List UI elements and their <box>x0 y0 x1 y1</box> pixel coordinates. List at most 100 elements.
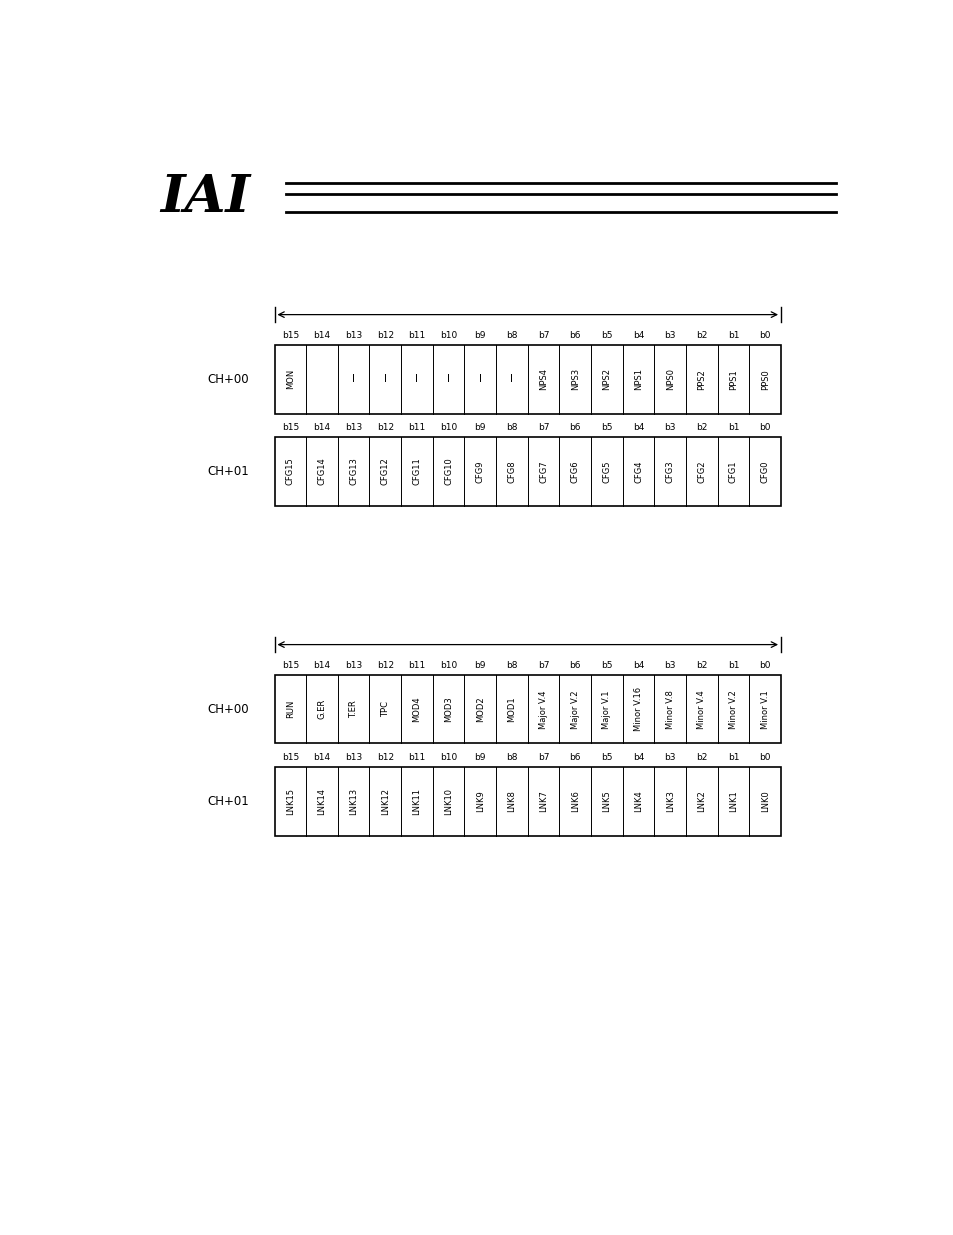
Text: b15: b15 <box>281 661 298 671</box>
Text: LNK7: LNK7 <box>538 790 547 813</box>
Text: LNK12: LNK12 <box>380 788 390 815</box>
Text: CFG11: CFG11 <box>412 458 421 485</box>
Text: MOD2: MOD2 <box>476 697 484 722</box>
Text: Major V.2: Major V.2 <box>570 690 579 729</box>
Text: CFG6: CFG6 <box>570 461 579 483</box>
Text: b9: b9 <box>474 661 485 671</box>
Text: G.ER: G.ER <box>317 699 326 719</box>
Text: I: I <box>510 374 513 384</box>
Text: PPS2: PPS2 <box>697 369 705 390</box>
Text: b14: b14 <box>314 661 330 671</box>
Text: b14: b14 <box>314 331 330 340</box>
Text: I: I <box>383 374 386 384</box>
Text: b2: b2 <box>696 753 707 762</box>
Text: CFG4: CFG4 <box>634 461 642 483</box>
Text: NPS3: NPS3 <box>570 368 579 390</box>
Text: b13: b13 <box>345 331 362 340</box>
Text: CFG1: CFG1 <box>728 461 738 483</box>
Text: b3: b3 <box>663 661 676 671</box>
Text: LNK3: LNK3 <box>665 790 674 813</box>
Text: Minor V.8: Minor V.8 <box>665 690 674 729</box>
Text: b6: b6 <box>569 331 580 340</box>
Text: CFG13: CFG13 <box>349 458 357 485</box>
Text: LNK4: LNK4 <box>634 790 642 813</box>
Text: CFG14: CFG14 <box>317 458 326 485</box>
Text: CFG0: CFG0 <box>760 461 769 483</box>
Text: b10: b10 <box>439 331 456 340</box>
Text: RUN: RUN <box>286 700 294 719</box>
Text: b6: b6 <box>569 424 580 432</box>
Text: T.ER: T.ER <box>349 700 357 718</box>
Text: b6: b6 <box>569 753 580 762</box>
Text: LNK5: LNK5 <box>601 790 611 813</box>
Text: Minor V.16: Minor V.16 <box>634 687 642 731</box>
Text: b2: b2 <box>696 661 707 671</box>
Text: b2: b2 <box>696 424 707 432</box>
Text: b7: b7 <box>537 331 549 340</box>
Text: LNK11: LNK11 <box>412 788 421 815</box>
Bar <box>274 676 781 743</box>
Text: CFG12: CFG12 <box>380 458 390 485</box>
Text: MON: MON <box>286 369 294 389</box>
Text: LNK2: LNK2 <box>697 790 705 813</box>
Text: CH+01: CH+01 <box>207 466 249 478</box>
Text: b0: b0 <box>759 331 770 340</box>
Text: LNK14: LNK14 <box>317 788 326 815</box>
Text: I: I <box>352 374 355 384</box>
Bar <box>274 345 781 414</box>
Text: b8: b8 <box>506 661 517 671</box>
Text: b13: b13 <box>345 753 362 762</box>
Text: NPS4: NPS4 <box>538 368 547 390</box>
Text: PPS0: PPS0 <box>760 369 769 390</box>
Text: b7: b7 <box>537 753 549 762</box>
Text: Major V.1: Major V.1 <box>601 690 611 729</box>
Text: CFG5: CFG5 <box>601 461 611 483</box>
Text: LNK1: LNK1 <box>728 790 738 813</box>
Text: b5: b5 <box>600 661 612 671</box>
Text: b1: b1 <box>727 661 739 671</box>
Text: LNK6: LNK6 <box>570 790 579 813</box>
Text: b12: b12 <box>376 424 394 432</box>
Text: b11: b11 <box>408 661 425 671</box>
Text: b4: b4 <box>632 424 643 432</box>
Text: b1: b1 <box>727 424 739 432</box>
Text: TPC: TPC <box>380 701 390 718</box>
Text: MOD3: MOD3 <box>444 697 453 722</box>
Text: b8: b8 <box>506 331 517 340</box>
Text: b12: b12 <box>376 661 394 671</box>
Bar <box>274 437 781 506</box>
Text: b9: b9 <box>474 753 485 762</box>
Text: b4: b4 <box>632 661 643 671</box>
Text: CFG15: CFG15 <box>286 458 294 485</box>
Text: CFG7: CFG7 <box>538 461 547 483</box>
Text: CFG8: CFG8 <box>507 461 516 483</box>
Text: CFG10: CFG10 <box>444 458 453 485</box>
Text: b15: b15 <box>281 753 298 762</box>
Text: b15: b15 <box>281 331 298 340</box>
Text: LNK0: LNK0 <box>760 790 769 813</box>
Text: b3: b3 <box>663 753 676 762</box>
Text: b3: b3 <box>663 331 676 340</box>
Text: b11: b11 <box>408 424 425 432</box>
Text: b13: b13 <box>345 424 362 432</box>
Text: Minor V.4: Minor V.4 <box>697 690 705 729</box>
Text: LNK8: LNK8 <box>507 790 516 813</box>
Text: Minor V.2: Minor V.2 <box>728 690 738 729</box>
Text: NPS0: NPS0 <box>665 368 674 390</box>
Text: I: I <box>447 374 450 384</box>
Text: b5: b5 <box>600 424 612 432</box>
Text: b0: b0 <box>759 424 770 432</box>
Text: b13: b13 <box>345 661 362 671</box>
Text: b11: b11 <box>408 331 425 340</box>
Text: b11: b11 <box>408 753 425 762</box>
Text: IAI: IAI <box>160 172 250 224</box>
Text: LNK13: LNK13 <box>349 788 357 815</box>
Text: LNK10: LNK10 <box>444 788 453 815</box>
Text: b10: b10 <box>439 661 456 671</box>
Text: b0: b0 <box>759 753 770 762</box>
Text: b12: b12 <box>376 753 394 762</box>
Text: b0: b0 <box>759 661 770 671</box>
Text: b8: b8 <box>506 424 517 432</box>
Text: b8: b8 <box>506 753 517 762</box>
Text: b10: b10 <box>439 424 456 432</box>
